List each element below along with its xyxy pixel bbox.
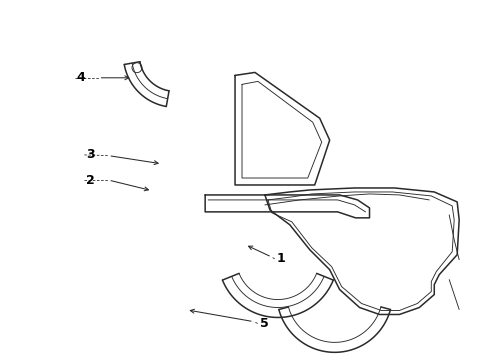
Text: 3: 3 [86, 148, 95, 161]
Text: 1: 1 [277, 252, 286, 265]
Text: 4: 4 [76, 71, 85, 84]
Text: 2: 2 [86, 174, 95, 186]
Text: 5: 5 [260, 317, 269, 330]
